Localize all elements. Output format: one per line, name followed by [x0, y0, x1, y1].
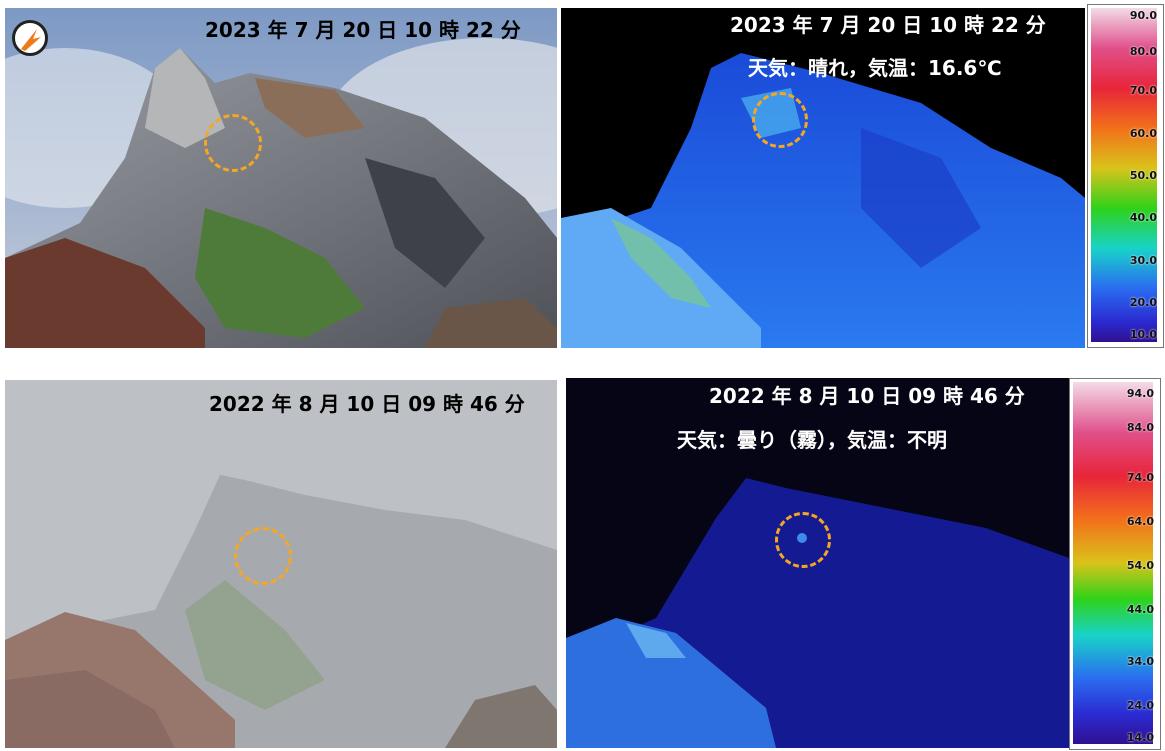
scale-tick-label: 84.0	[1126, 421, 1154, 434]
scale-tick-label: 50.0	[1129, 169, 1157, 182]
scale-tick-label: 10.0	[1129, 328, 1157, 341]
scale-tick-label: 34.0	[1126, 655, 1154, 668]
scale-tick-label: 30.0	[1129, 254, 1157, 267]
scale-tick-label: 54.0	[1126, 559, 1154, 572]
timestamp-top-thermal: 2023 年 7 月 20 日 10 時 22 分	[730, 13, 1046, 37]
scale-tick-label: 94.0	[1126, 387, 1154, 400]
scale-tick-label: 20.0	[1129, 296, 1157, 309]
weather-bottom-thermal: 天気：曇り（霧），気温：不明	[677, 428, 947, 452]
marker-circle	[204, 114, 262, 172]
timestamp-top-visible: 2023 年 7 月 20 日 10 時 22 分	[205, 18, 521, 42]
visible-photo-2023	[5, 8, 557, 348]
scale-tick-label: 90.0	[1129, 9, 1157, 22]
marker-circle	[234, 527, 292, 585]
agency-logo-icon	[12, 20, 48, 56]
weather-top-thermal: 天気：晴れ，気温：16.6℃	[748, 56, 1002, 80]
temperature-scale-2023: 90.0 80.0 70.0 60.0 50.0 40.0 30.0 20.0 …	[1087, 4, 1164, 348]
timestamp-bottom-thermal: 2022 年 8 月 10 日 09 時 46 分	[709, 384, 1025, 408]
scale-tick-label: 14.0	[1126, 731, 1154, 744]
timestamp-bottom-visible: 2022 年 8 月 10 日 09 時 46 分	[209, 392, 525, 416]
temperature-scale-2022: 94.0 84.0 74.0 64.0 54.0 44.0 34.0 24.0 …	[1069, 378, 1161, 750]
scale-tick-label: 80.0	[1129, 45, 1157, 58]
marker-circle	[752, 92, 808, 148]
scale-tick-label: 24.0	[1126, 699, 1154, 712]
scale-tick-label: 60.0	[1129, 127, 1157, 140]
scale-tick-label: 64.0	[1126, 515, 1154, 528]
scale-tick-label: 40.0	[1129, 211, 1157, 224]
scale-tick-label: 44.0	[1126, 603, 1154, 616]
visible-photo-2022	[5, 380, 557, 748]
thermal-image-2023	[561, 8, 1085, 348]
marker-circle	[775, 512, 831, 568]
scale-tick-label: 74.0	[1126, 471, 1154, 484]
scale-tick-label: 70.0	[1129, 84, 1157, 97]
